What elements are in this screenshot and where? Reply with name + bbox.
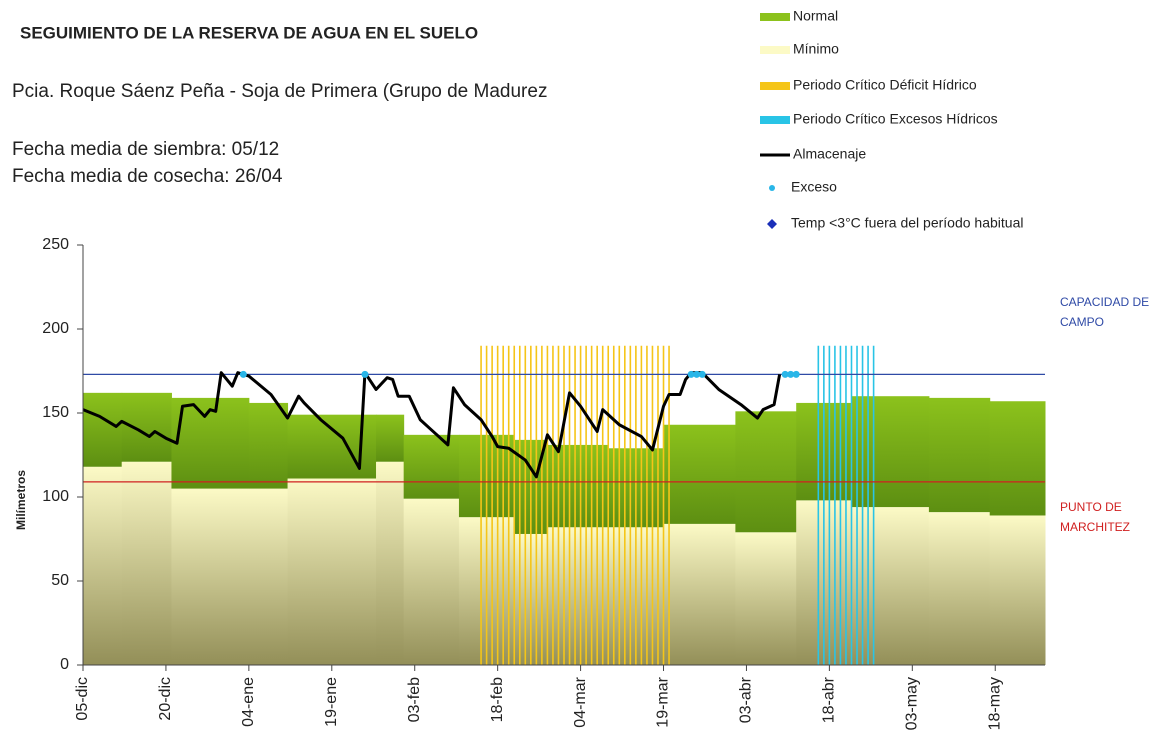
- x-tick-label: 18-may: [986, 677, 1003, 730]
- critical-period: [480, 345, 670, 665]
- band-segment: [376, 461, 405, 665]
- legend-swatch: [760, 46, 790, 54]
- x-tick-label: 18-abr: [821, 676, 838, 723]
- legend-label: Mínimo: [793, 41, 839, 57]
- band-segment: [928, 397, 991, 513]
- excess-point: [792, 370, 800, 378]
- y-tick-label: 200: [42, 320, 69, 337]
- legend-label: Periodo Crítico Excesos Hídricos: [793, 111, 998, 127]
- band-segment: [248, 402, 289, 489]
- y-axis-label: Milímetros: [14, 470, 28, 530]
- legend-label: Temp <3°C fuera del período habitual: [791, 215, 1023, 231]
- legend-label: Periodo Crítico Déficit Hídrico: [793, 77, 977, 93]
- legend-swatch: [760, 116, 790, 124]
- band-segment: [83, 392, 123, 467]
- critical-period: [817, 345, 875, 665]
- band-segment: [735, 411, 797, 533]
- band-segment: [121, 392, 172, 462]
- excess-point: [361, 370, 369, 378]
- excess-point: [698, 370, 706, 378]
- excess-point: [781, 370, 789, 378]
- x-tick-label: 03-abr: [738, 676, 755, 723]
- x-tick-label: 19-mar: [655, 676, 672, 727]
- x-tick-label: 03-feb: [406, 677, 423, 722]
- band-segment: [547, 527, 609, 665]
- band-segment: [663, 424, 736, 524]
- x-tick-label: 05-dic: [74, 677, 91, 721]
- excess-point: [239, 370, 247, 378]
- band-segment: [248, 488, 289, 665]
- excess-point: [693, 370, 701, 378]
- legend-swatch: [769, 185, 775, 191]
- band-segment: [403, 434, 460, 499]
- x-tick-label: 04-ene: [240, 677, 257, 727]
- band-segment: [663, 523, 736, 665]
- x-tick-label: 19-ene: [323, 677, 340, 727]
- legend-label: Almacenaje: [793, 146, 866, 162]
- legend-label: Normal: [793, 8, 838, 24]
- legend-swatch: [760, 82, 790, 90]
- band-segment: [121, 461, 172, 665]
- x-tick-label: 04-mar: [572, 676, 589, 727]
- y-tick-label: 150: [42, 404, 69, 421]
- band-segment: [403, 498, 460, 665]
- legend-label: Exceso: [791, 179, 837, 195]
- band-segment: [735, 532, 797, 665]
- y-tick-label: 0: [60, 656, 69, 673]
- y-tick-label: 100: [42, 488, 69, 505]
- band-segment: [989, 515, 1046, 665]
- excess-point: [687, 370, 695, 378]
- x-tick-label: 18-feb: [489, 677, 506, 722]
- y-tick-label: 50: [51, 572, 69, 589]
- reference-label: CAPACIDAD DE CAMPO: [1060, 295, 1149, 329]
- legend-swatch: [767, 219, 777, 229]
- subtitle: Pcia. Roque Sáenz Peña - Soja de Primera…: [12, 81, 547, 102]
- excess-point: [787, 370, 795, 378]
- band-segment: [287, 478, 377, 665]
- band-segment: [989, 401, 1046, 516]
- band-segment: [376, 414, 405, 462]
- band-segment: [928, 512, 991, 665]
- band-segment: [851, 507, 930, 665]
- storage-line: [82, 371, 782, 479]
- x-tick-label: 03-may: [904, 677, 921, 730]
- note: Fecha media de siembra: 05/12: [12, 139, 279, 160]
- band-segment: [171, 488, 250, 665]
- band-segment: [547, 444, 609, 528]
- reference-label: PUNTO DE MARCHITEZ: [1060, 500, 1130, 534]
- band-segment: [83, 466, 123, 665]
- band-segment: [851, 396, 930, 508]
- x-tick-label: 20-dic: [157, 677, 174, 721]
- legend-swatch: [760, 13, 790, 21]
- band-segment: [171, 397, 250, 489]
- note: Fecha media de cosecha: 26/04: [12, 166, 283, 187]
- y-tick-label: 250: [42, 236, 69, 253]
- chart-title: SEGUIMIENTO DE LA RESERVA DE AGUA EN EL …: [20, 23, 478, 42]
